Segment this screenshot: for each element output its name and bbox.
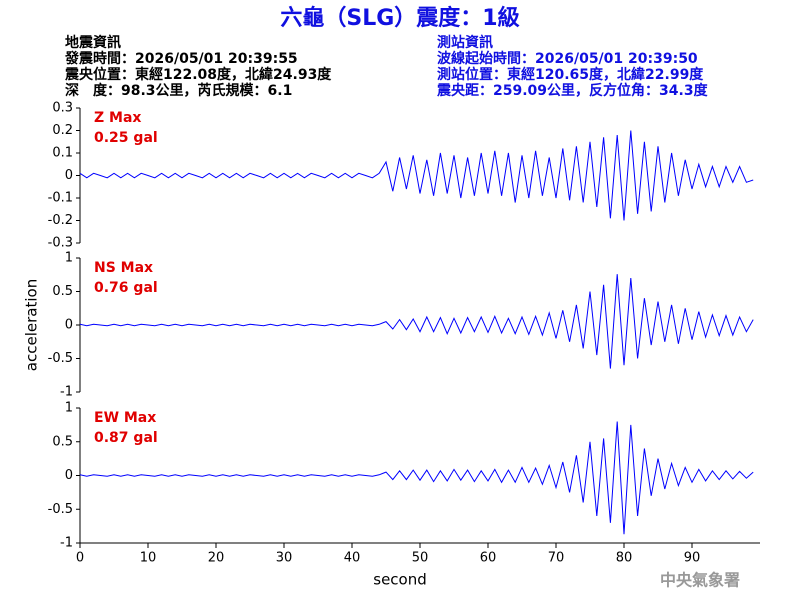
- x-tick-label: 70: [548, 551, 565, 566]
- y-tick-label: 0.5: [52, 434, 73, 449]
- y-tick-label: -0.3: [48, 236, 73, 251]
- y-axis-label: acceleration: [23, 279, 41, 371]
- x-tick-label: 50: [412, 551, 429, 566]
- info-right: 波線起始時間：2026/05/01 20:39:50: [437, 50, 698, 67]
- y-tick-label: 1: [65, 251, 73, 266]
- chart-title: 六龜（SLG）震度：1級: [280, 5, 519, 31]
- max-label: 0.87 gal: [94, 430, 158, 446]
- panel-label: Z Max: [94, 110, 141, 126]
- x-tick-label: 0: [76, 551, 84, 566]
- y-tick-label: -0.5: [48, 502, 73, 517]
- waveform: [79, 274, 754, 369]
- y-tick-label: 0: [65, 318, 73, 333]
- x-axis-label: second: [373, 571, 427, 589]
- y-tick-label: 0.2: [52, 123, 73, 138]
- y-tick-label: -1: [60, 536, 73, 551]
- info-left: 發震時間：2026/05/01 20:39:55: [64, 50, 298, 67]
- x-tick-label: 60: [480, 551, 497, 566]
- x-tick-label: 90: [684, 551, 701, 566]
- max-label: 0.25 gal: [94, 130, 158, 146]
- info-right: 震央距：259.09公里，反方位角：34.3度: [436, 82, 709, 99]
- y-tick-label: 0: [65, 168, 73, 183]
- x-tick-label: 40: [344, 551, 361, 566]
- info-left: 震央位置：東經122.08度，北緯24.93度: [64, 66, 332, 83]
- y-tick-label: 0.5: [52, 284, 73, 299]
- footer: 中央氣象署: [660, 571, 740, 590]
- panel-label: EW Max: [94, 410, 156, 426]
- y-tick-label: -0.1: [48, 191, 73, 206]
- y-tick-label: -1: [60, 385, 73, 400]
- x-tick-label: 10: [140, 551, 157, 566]
- max-label: 0.76 gal: [94, 280, 158, 296]
- waveform: [79, 421, 754, 535]
- y-tick-label: 0: [65, 468, 73, 483]
- x-tick-label: 30: [276, 551, 293, 566]
- y-tick-label: 1: [65, 401, 73, 416]
- y-tick-label: 0.3: [52, 101, 73, 116]
- x-tick-label: 20: [208, 551, 225, 566]
- x-tick-label: 80: [616, 551, 633, 566]
- info-right: 測站資訊: [437, 34, 493, 51]
- waveform: [79, 130, 754, 221]
- y-tick-label: -0.2: [48, 213, 73, 228]
- y-tick-label: 0.1: [52, 146, 73, 161]
- info-left: 地震資訊: [65, 34, 121, 51]
- info-right: 測站位置：東經120.65度，北緯22.99度: [437, 66, 704, 83]
- info-left: 深 度：98.3公里，芮氏規模：6.1: [65, 82, 292, 99]
- y-tick-label: -0.5: [48, 351, 73, 366]
- panel-label: NS Max: [94, 260, 153, 276]
